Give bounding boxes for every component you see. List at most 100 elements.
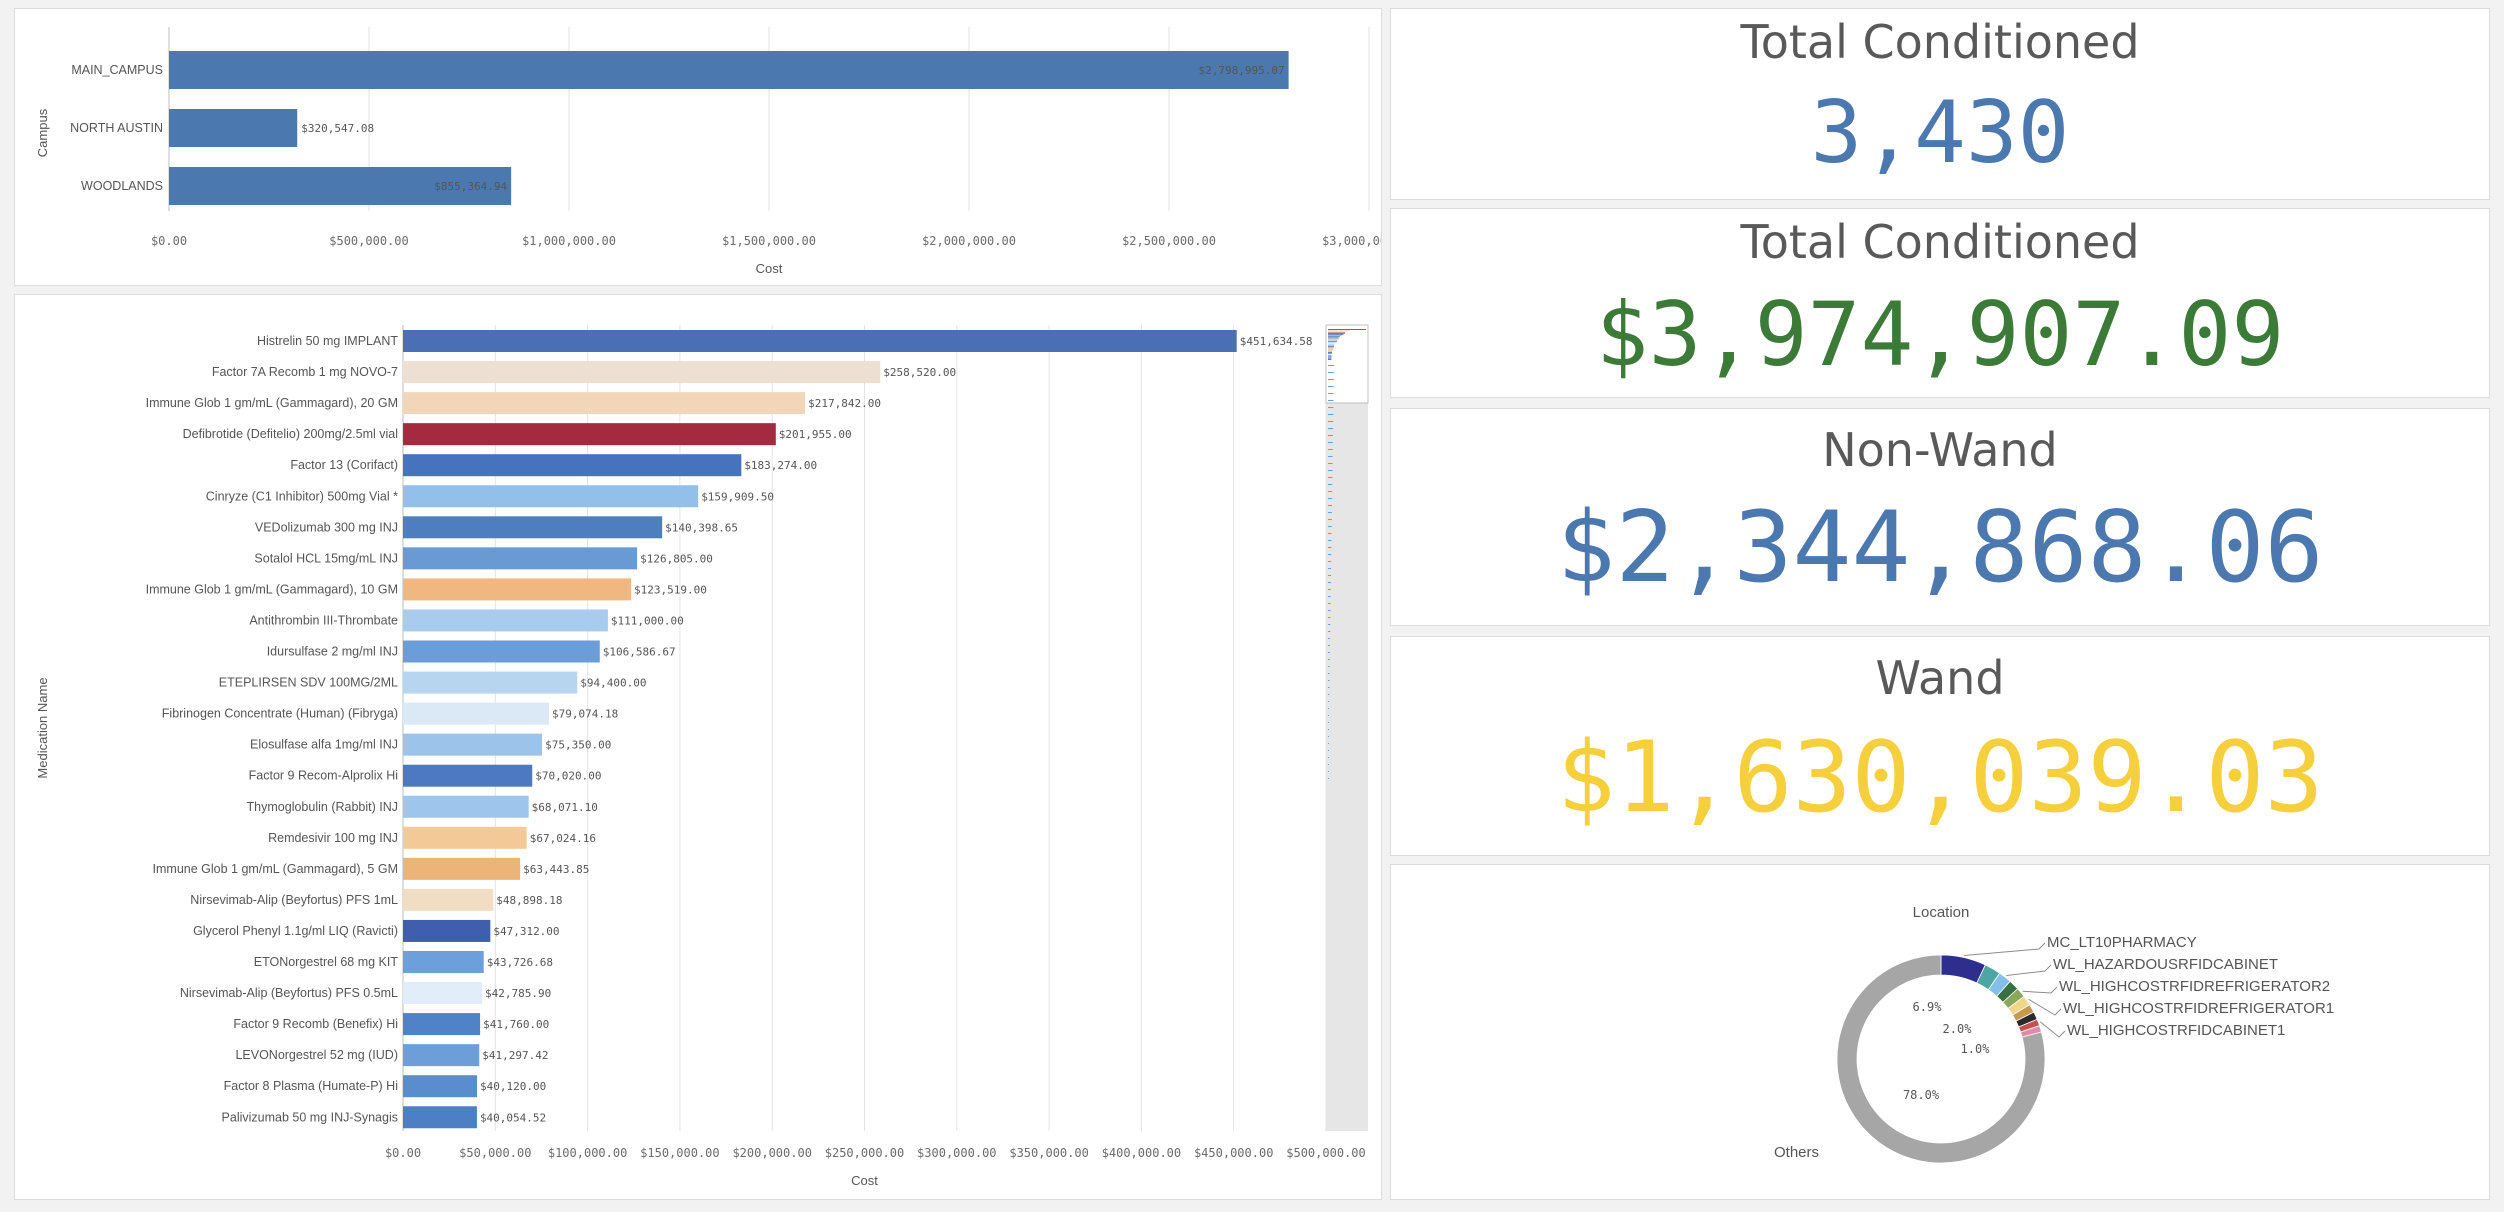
mini-chart-scrollbar[interactable] xyxy=(1325,324,1369,1131)
mini-bar xyxy=(1328,342,1336,344)
mini-bar xyxy=(1328,736,1329,737)
mini-bar xyxy=(1328,540,1332,541)
mini-bar xyxy=(1328,771,1329,772)
slice-label: WL_HIGHCOSTRFIDCABINET1 xyxy=(2067,1022,2285,1039)
bar xyxy=(403,1075,478,1098)
mini-bar xyxy=(1328,477,1333,478)
x-tick-label: $100,000.00 xyxy=(548,1146,627,1160)
bar xyxy=(403,982,482,1005)
y-tick-label: Cinryze (C1 Inhibitor) 500mg Vial * xyxy=(206,489,398,503)
leader-line xyxy=(2039,1021,2066,1038)
kpi-total-conditioned-count: Total Conditioned 3,430 xyxy=(1390,8,2490,200)
mini-bar xyxy=(1328,379,1334,380)
mini-bar xyxy=(1328,351,1332,353)
y-tick-label: Sotalol HCL 15mg/mL INJ xyxy=(254,551,398,565)
bar xyxy=(403,330,1237,352)
y-axis-label: Campus xyxy=(35,108,50,157)
data-label: $855,364.94 xyxy=(434,180,507,193)
data-label: $159,909.50 xyxy=(701,490,774,503)
mini-bar xyxy=(1328,350,1333,352)
mini-bar xyxy=(1328,348,1334,350)
mini-bar xyxy=(1328,484,1333,485)
data-label: $94,400.00 xyxy=(580,677,646,690)
mini-bar xyxy=(1328,400,1334,401)
mini-bar xyxy=(1328,764,1329,765)
mini-bar xyxy=(1328,568,1332,569)
y-tick-label: LEVONorgestrel 52 mg (IUD) xyxy=(235,1048,398,1062)
mini-bar xyxy=(1328,603,1331,604)
x-tick-label: $450,000.00 xyxy=(1194,1146,1273,1160)
bar xyxy=(403,1106,477,1129)
mini-bar xyxy=(1328,356,1332,358)
x-tick-label: $1,500,000.00 xyxy=(722,234,816,248)
x-tick-label: $500,000.00 xyxy=(1286,1146,1365,1160)
x-tick-label: $3,000,000.00 xyxy=(1322,234,1381,248)
mini-bar xyxy=(1328,533,1332,534)
mini-bar xyxy=(1328,750,1329,751)
medication-bar-chart[interactable]: $0.00 $50,000.00 $100,000.00 $150,000.00 $20… xyxy=(15,295,1381,1199)
campus-bar-chart[interactable]: $0.00 $500,000.00 $1,000,000.00 $1,500,000.… xyxy=(15,9,1381,285)
mini-bar xyxy=(1328,442,1333,443)
y-tick-label: Idursulfase 2 mg/ml INJ xyxy=(267,645,398,659)
x-tick-label: $350,000.00 xyxy=(1009,1146,1088,1160)
mini-bar xyxy=(1328,428,1334,429)
y-tick-label: ETEPLIRSEN SDV 100MG/2ML xyxy=(219,676,398,690)
mini-bar xyxy=(1328,596,1331,597)
bar xyxy=(169,167,512,205)
data-label: $79,074.18 xyxy=(552,708,618,721)
x-tick-label: $2,500,000.00 xyxy=(1122,234,1216,248)
y-tick-label: ETONorgestrel 68 mg KIT xyxy=(254,955,399,969)
bar xyxy=(403,640,600,663)
mini-bar xyxy=(1328,743,1329,744)
data-label: $183,274.00 xyxy=(744,459,817,472)
bar xyxy=(403,516,663,539)
mini-bar xyxy=(1328,353,1332,354)
data-label: $43,726.68 xyxy=(487,956,553,969)
data-label: $201,955.00 xyxy=(779,428,852,441)
mini-bar xyxy=(1328,491,1333,492)
x-tick-label: $150,000.00 xyxy=(640,1146,719,1160)
bar xyxy=(403,733,543,756)
bar xyxy=(169,51,1289,89)
y-tick-label: Glycerol Phenyl 1.1g/ml LIQ (Ravicti) xyxy=(193,924,398,938)
kpi-total-conditioned-cost: Total Conditioned $3,974,907.09 xyxy=(1390,208,2490,398)
data-label: $126,805.00 xyxy=(640,552,713,565)
mini-bar xyxy=(1328,673,1330,674)
bar xyxy=(403,857,521,880)
mini-bar xyxy=(1328,498,1333,499)
data-label: $123,519.00 xyxy=(634,583,707,596)
mini-bar xyxy=(1328,778,1329,779)
bar xyxy=(403,361,881,384)
y-tick-label: Factor 9 Recomb (Benefix) Hi xyxy=(233,1017,398,1031)
data-label: $111,000.00 xyxy=(611,614,684,627)
kpi-value: 3,430 xyxy=(1810,83,2070,183)
slice-label: MC_LT10PHARMACY xyxy=(2047,934,2197,951)
mini-bar xyxy=(1328,343,1335,345)
mini-bar xyxy=(1328,359,1332,360)
mini-bar xyxy=(1328,335,1342,336)
mini-bar xyxy=(1328,561,1332,562)
mini-bar xyxy=(1328,757,1329,758)
mini-bar xyxy=(1328,519,1332,520)
mini-bar xyxy=(1328,610,1331,611)
mini-bar xyxy=(1328,330,1350,332)
slice-label: WL_HAZARDOUSRFIDCABINET xyxy=(2053,956,2278,973)
mini-bar xyxy=(1328,722,1329,723)
mini-bar xyxy=(1328,470,1333,471)
mini-bar xyxy=(1328,421,1334,422)
location-donut-chart[interactable]: Location MC_LT10PHARMACY WL_HAZARDOUSRFIDC… xyxy=(1391,865,2489,1199)
mini-bar xyxy=(1328,729,1329,730)
slice-label: Others xyxy=(1774,1144,1819,1161)
bar xyxy=(403,919,491,942)
y-tick-label: VEDolizumab 300 mg INJ xyxy=(255,520,398,534)
mini-bar xyxy=(1328,659,1330,660)
mini-bar xyxy=(1328,336,1340,338)
data-label: $2,798,995.07 xyxy=(1199,64,1285,77)
data-label: $41,760.00 xyxy=(483,1018,549,1031)
y-tick-label: Factor 7A Recomb 1 mg NOVO-7 xyxy=(212,365,398,379)
kpi-value: $1,630,039.03 xyxy=(1556,721,2324,835)
bar xyxy=(403,485,699,508)
y-tick-label: Thymoglobulin (Rabbit) INJ xyxy=(247,800,398,814)
y-tick-label: NORTH AUSTIN xyxy=(70,121,163,135)
mini-bar xyxy=(1328,347,1334,348)
